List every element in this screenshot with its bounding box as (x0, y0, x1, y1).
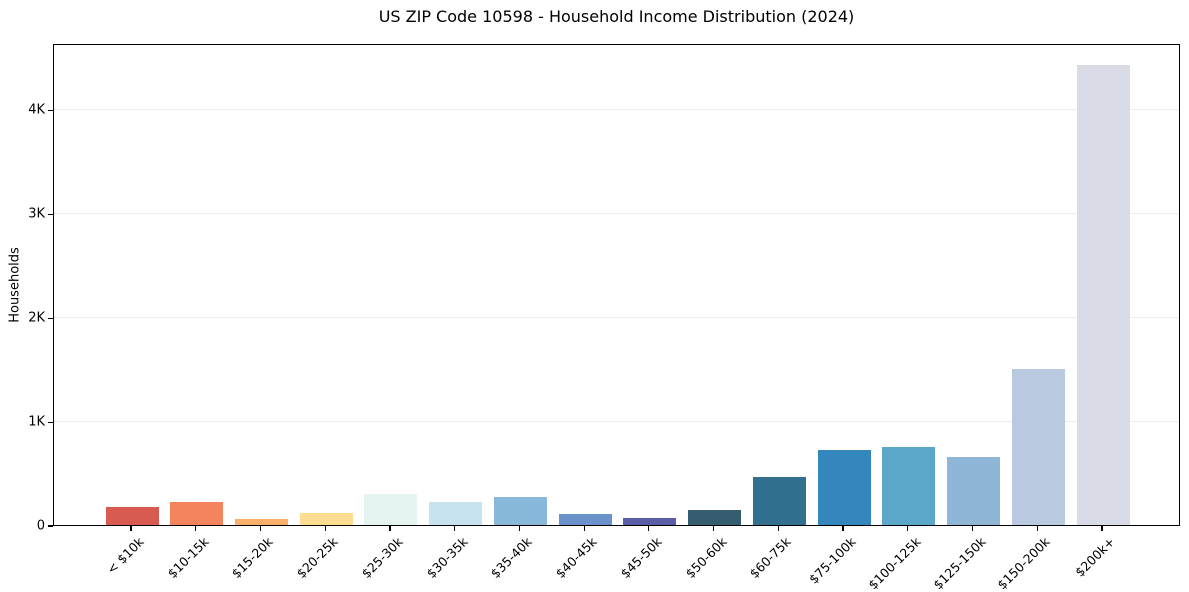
bar-60-75k (752, 476, 806, 525)
bar-35-40k (493, 497, 547, 525)
x-tick-mark (130, 526, 132, 531)
y-tick-mark (48, 317, 53, 319)
x-tick-label: $150-200k (994, 534, 1053, 592)
x-tick-mark (1036, 526, 1038, 531)
x-tick-label: $75-100k (806, 534, 859, 587)
x-tick-mark (454, 526, 456, 531)
bar-10k (105, 506, 159, 525)
y-tick-mark (48, 213, 53, 215)
bar-45-50k (623, 517, 677, 525)
x-tick-label: $10-15k (164, 534, 212, 582)
x-tick-label: $200k+ (1071, 534, 1118, 580)
x-tick-label: $60-75k (746, 534, 794, 582)
x-tick-mark (648, 526, 650, 531)
bar-25-30k (364, 493, 418, 525)
x-tick-mark (842, 526, 844, 531)
chart-title: US ZIP Code 10598 - Household Income Dis… (378, 7, 855, 26)
y-tick-label: 0 (36, 518, 45, 534)
x-tick-mark (195, 526, 197, 531)
bar-20-25k (299, 512, 353, 525)
x-tick-mark (1101, 526, 1103, 531)
x-tick-label: $25-30k (358, 534, 406, 582)
y-tick-mark (48, 109, 53, 112)
x-tick-label: $100-125k (865, 534, 924, 592)
bar-200k (1076, 64, 1130, 525)
x-tick-mark (907, 526, 909, 531)
x-tick-mark (713, 526, 715, 531)
bar-50-60k (688, 510, 742, 525)
x-tick-mark (324, 526, 326, 531)
y-axis-label: Households (7, 247, 23, 323)
y-tick-mark (48, 525, 53, 527)
y-tick-label: 4K (28, 102, 45, 118)
bar-15-20k (234, 518, 288, 525)
x-tick-label: $40-45k (552, 534, 600, 582)
bar-150-200k (1011, 368, 1065, 525)
bar-10-15k (170, 501, 224, 525)
gridline (54, 108, 1179, 110)
x-tick-mark (389, 526, 391, 531)
bar-30-35k (429, 502, 483, 525)
bar-125-150k (947, 457, 1001, 525)
x-tick-label: $50-60k (682, 534, 730, 582)
x-tick-label: $20-25k (293, 534, 341, 582)
x-tick-label: $30-35k (423, 534, 471, 582)
x-tick-mark (518, 526, 520, 531)
y-tick-label: 2K (28, 310, 45, 326)
y-tick-label: 1K (28, 414, 45, 430)
plot-area (53, 44, 1180, 526)
x-tick-label: $125-150k (929, 534, 989, 592)
x-tick-label: $45-50k (617, 534, 665, 582)
x-tick-mark (971, 526, 974, 531)
x-tick-label: $35-40k (487, 534, 535, 582)
x-tick-label: < $10k (103, 534, 147, 577)
x-tick-mark (259, 526, 262, 531)
gridline (54, 420, 1179, 422)
bar-100-125k (882, 446, 936, 525)
y-tick-mark (48, 421, 53, 423)
x-tick-mark (583, 526, 585, 531)
y-tick-label: 3K (28, 206, 45, 222)
bar-75-100k (817, 449, 871, 525)
gridline (54, 316, 1179, 318)
x-tick-mark (777, 526, 779, 531)
gridline (54, 212, 1179, 214)
bar-40-45k (558, 514, 612, 525)
x-tick-label: $15-20k (229, 534, 277, 582)
